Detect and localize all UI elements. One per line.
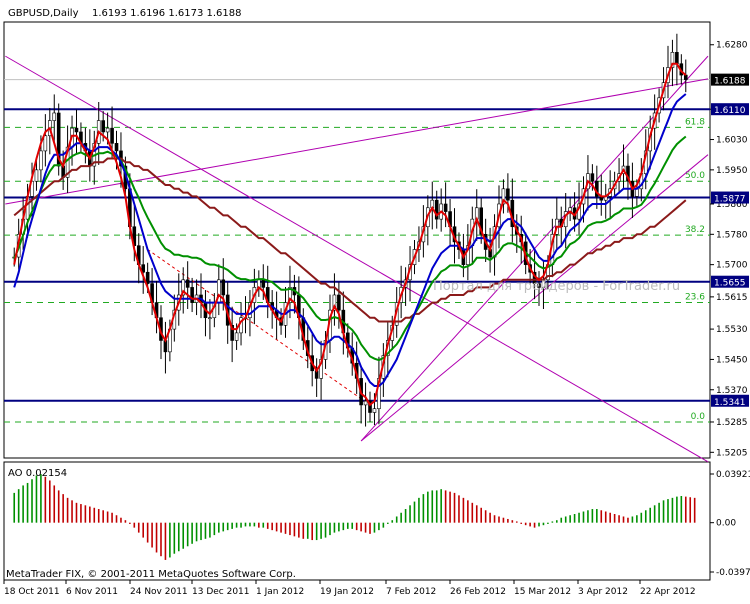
candle-body: [670, 52, 675, 68]
candle-body: [145, 271, 150, 284]
y-tick-label: 1.6280: [716, 41, 748, 51]
fibonacci-label: 61.8: [685, 117, 705, 127]
candle-body: [39, 150, 43, 171]
candle-body: [635, 188, 639, 197]
candle-body: [114, 143, 119, 152]
main-plot-frame: [3, 21, 711, 459]
y-tick-label: 1.5780: [716, 230, 748, 240]
x-tick-label: 26 Feb 2012: [450, 587, 506, 597]
candle-body: [337, 294, 341, 311]
candle-body: [501, 188, 506, 205]
candle-body: [230, 325, 234, 341]
candle-body: [675, 52, 679, 65]
copyright: MetaTrader FIX, © 2001-2011 MetaQuotes S…: [6, 569, 296, 580]
level-price-box: [711, 103, 749, 116]
x-tick-label: 7 Feb 2012: [386, 587, 436, 597]
candle-body: [105, 127, 110, 133]
candle-body: [368, 400, 372, 413]
candle-body: [434, 199, 439, 220]
candle-body: [288, 287, 292, 303]
candle-body: [363, 400, 368, 406]
candle-body: [110, 127, 114, 144]
y-tick-label: 1.5700: [716, 261, 748, 271]
level-price-box: [711, 191, 749, 204]
current-price-label: 1.6188: [714, 77, 746, 87]
ao-y-tick-label: 0.00: [716, 519, 736, 529]
candle-body: [208, 317, 212, 320]
ma-green-line: [13, 135, 687, 362]
fibonacci-label: 23.6: [685, 293, 705, 303]
x-tick-label: 18 Oct 2011: [4, 587, 60, 597]
candle-body: [101, 120, 105, 133]
y-tick-label: 1.5860: [716, 200, 748, 210]
level-price-label: 1.5877: [714, 195, 746, 205]
y-tick-label: 1.5285: [716, 418, 748, 428]
y-tick-label: 1.6030: [716, 136, 748, 146]
candle-body: [52, 112, 57, 121]
candle-body: [185, 279, 190, 288]
candle-body: [332, 294, 337, 311]
ma-fast-line: [13, 62, 687, 407]
trend-line: [5, 55, 709, 463]
y-tick-label: 1.5450: [716, 355, 748, 365]
level-price-box: [711, 275, 749, 288]
candle-body: [443, 203, 448, 212]
ao-y-tick-label: -0.03972: [716, 568, 750, 578]
fibonacci-label: 50.0: [685, 171, 705, 181]
y-tick-label: 1.5205: [716, 448, 748, 458]
fibonacci-label: 0.0: [691, 412, 706, 422]
x-tick-label: 19 Jan 2012: [320, 587, 374, 597]
x-tick-label: 6 Nov 2011: [66, 587, 118, 597]
candle-body: [537, 283, 541, 288]
x-tick-label: 24 Nov 2011: [130, 587, 188, 597]
watermark: Портал для трейдеров - ForTrader.ru: [433, 279, 680, 294]
candle-body: [141, 264, 145, 273]
candle-body: [221, 279, 226, 296]
x-tick-label: 1 Jan 2012: [256, 587, 304, 597]
x-tick-label: 15 Mar 2012: [514, 587, 571, 597]
ma-mid-line: [13, 93, 687, 387]
ao-plot-frame: [3, 461, 711, 581]
candle-body: [43, 135, 48, 152]
candle-body: [506, 188, 510, 201]
x-tick-label: 22 Apr 2012: [640, 587, 696, 597]
candle-body: [234, 332, 239, 341]
ohlc-label: 1.6193 1.6196 1.6173 1.6188: [92, 8, 242, 19]
candle-body: [181, 279, 186, 296]
y-tick-label: 1.5370: [716, 386, 748, 396]
candle-body: [74, 127, 79, 133]
candle-body: [261, 279, 266, 288]
ma-slow-line: [13, 157, 687, 323]
symbol-label: GBPUSD,Daily: [8, 8, 79, 19]
candle-body: [590, 173, 595, 182]
candle-body: [479, 207, 483, 235]
candle-body: [683, 74, 688, 80]
level-price-label: 1.6110: [714, 106, 746, 116]
level-price-label: 1.5341: [714, 398, 746, 408]
y-tick-label: 1.5615: [716, 293, 748, 303]
ao-y-tick-label: 0.03921: [716, 470, 750, 480]
ao-title: AO 0.02154: [8, 468, 67, 479]
x-tick-label: 13 Dec 2011: [192, 587, 250, 597]
level-price-box: [711, 394, 749, 407]
x-tick-label: 3 Apr 2012: [578, 587, 628, 597]
candle-body: [34, 169, 39, 182]
y-tick-label: 1.5950: [716, 166, 748, 176]
candle-body: [372, 408, 377, 413]
level-price-label: 1.5655: [714, 279, 746, 289]
y-tick-label: 1.5530: [716, 325, 748, 335]
candle-body: [190, 287, 194, 303]
fibonacci-label: 38.2: [685, 225, 705, 235]
current-price-box: [711, 73, 749, 86]
